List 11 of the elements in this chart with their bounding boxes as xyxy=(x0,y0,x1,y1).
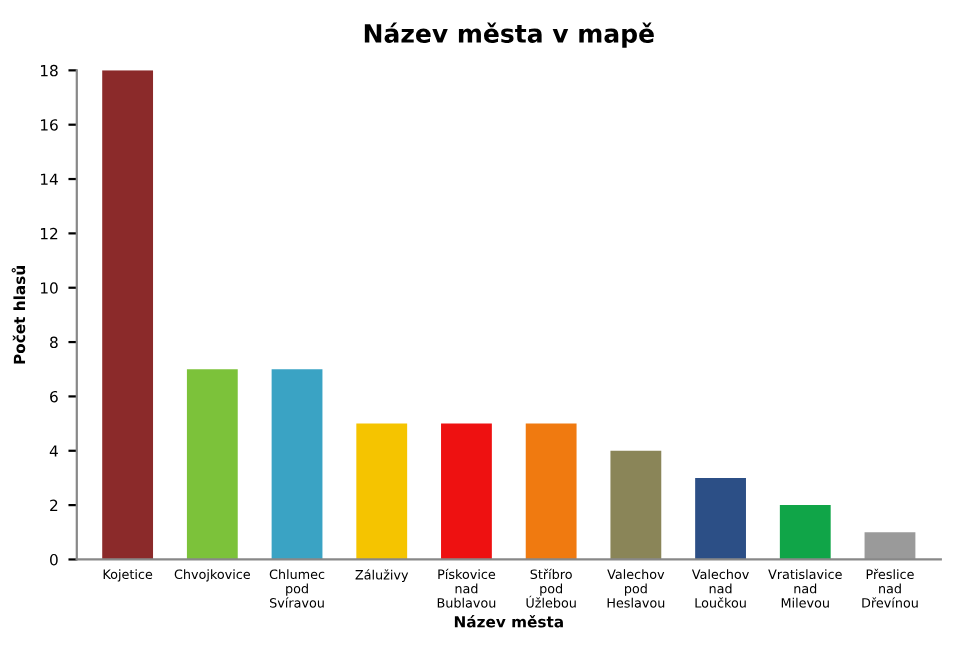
chart-title: Název města v mapě xyxy=(364,22,654,48)
bar xyxy=(695,477,746,560)
bar xyxy=(441,423,492,560)
bar xyxy=(779,505,831,560)
bar xyxy=(356,423,408,560)
bar xyxy=(102,70,154,560)
bar xyxy=(525,423,577,560)
bar xyxy=(610,450,662,560)
bar xyxy=(186,369,238,560)
bar xyxy=(271,369,323,560)
bar xyxy=(864,532,916,560)
